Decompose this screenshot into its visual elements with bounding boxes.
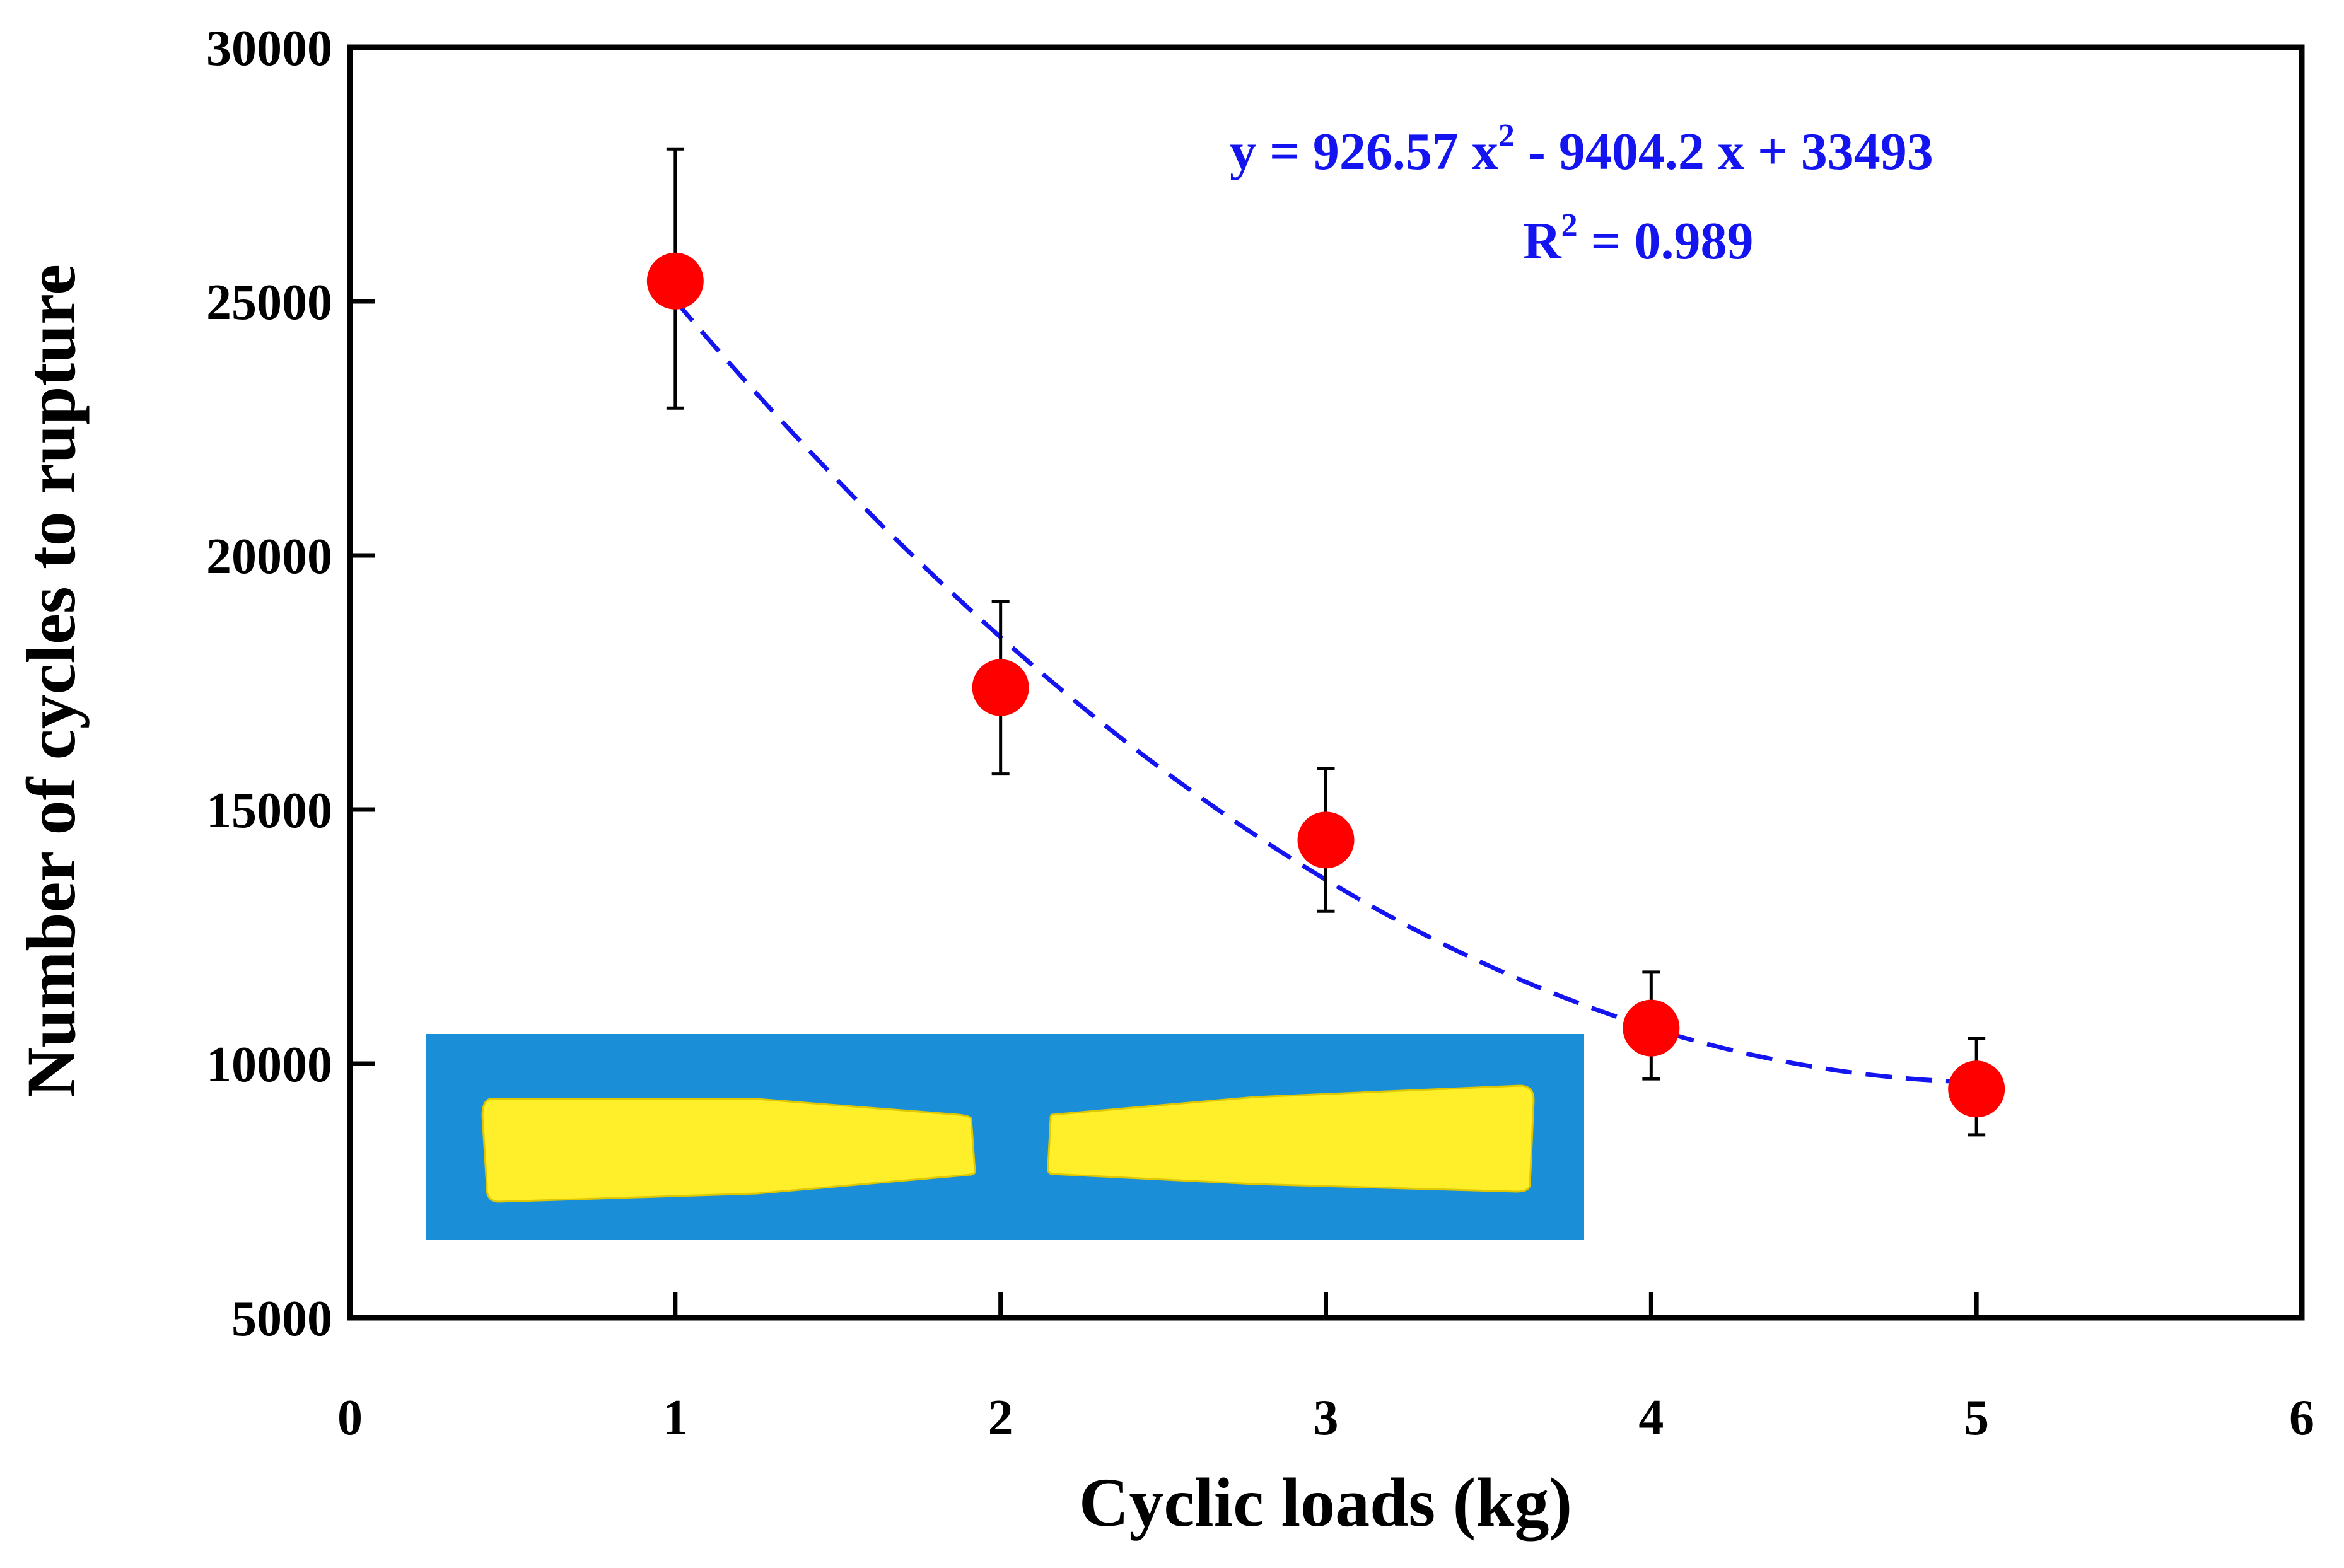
data-point <box>972 659 1029 716</box>
x-axis-label: Cyclic loads (kg) <box>1079 1464 1572 1541</box>
trendline-equation: y = 926.57 x2 - 9404.2 x + 33493 <box>1230 118 1933 181</box>
y-tick-label: 5000 <box>231 1291 332 1347</box>
data-point <box>646 252 704 310</box>
x-axis-ticks: 0 1 2 3 4 5 6 <box>337 1292 2314 1446</box>
equation-part-2: - 9404.2 x + 33493 <box>1515 122 1933 181</box>
data-point <box>1623 999 1680 1057</box>
y-tick-label: 15000 <box>206 783 332 839</box>
x-tick-label: 4 <box>1638 1390 1664 1446</box>
equation-part-1: y = 926.57 x <box>1230 122 1498 181</box>
y-tick-label: 20000 <box>206 529 332 584</box>
data-point <box>1948 1060 2005 1118</box>
data-points <box>646 252 2005 1118</box>
y-tick-label: 30000 <box>206 21 332 76</box>
y-axis-ticks: 5000 10000 15000 20000 25000 30000 <box>206 21 375 1347</box>
y-tick-label: 25000 <box>206 275 332 330</box>
r2-exponent: 2 <box>1561 207 1578 243</box>
specimen-left-piece <box>481 1098 976 1203</box>
x-tick-label: 1 <box>663 1390 688 1446</box>
equation-exponent: 2 <box>1498 118 1515 154</box>
trendline <box>673 299 1977 1084</box>
r2-part-1: R <box>1523 212 1562 270</box>
trendline-path <box>673 299 1977 1084</box>
x-tick-label: 5 <box>1964 1390 1989 1446</box>
x-tick-label: 3 <box>1314 1390 1339 1446</box>
x-tick-label: 6 <box>2289 1390 2314 1446</box>
y-axis-label: Number of cycles to rupture <box>13 264 90 1098</box>
specimen-inset <box>426 1034 1584 1240</box>
r-squared-label: R2 = 0.989 <box>1523 207 1754 270</box>
specimen-right-piece <box>1047 1084 1535 1193</box>
error-bars <box>666 147 1986 1137</box>
y-tick-label: 10000 <box>206 1037 332 1093</box>
x-tick-label: 0 <box>337 1390 363 1446</box>
x-tick-label: 2 <box>988 1390 1013 1446</box>
data-point <box>1297 811 1355 869</box>
r2-part-2: = 0.989 <box>1578 212 1754 270</box>
